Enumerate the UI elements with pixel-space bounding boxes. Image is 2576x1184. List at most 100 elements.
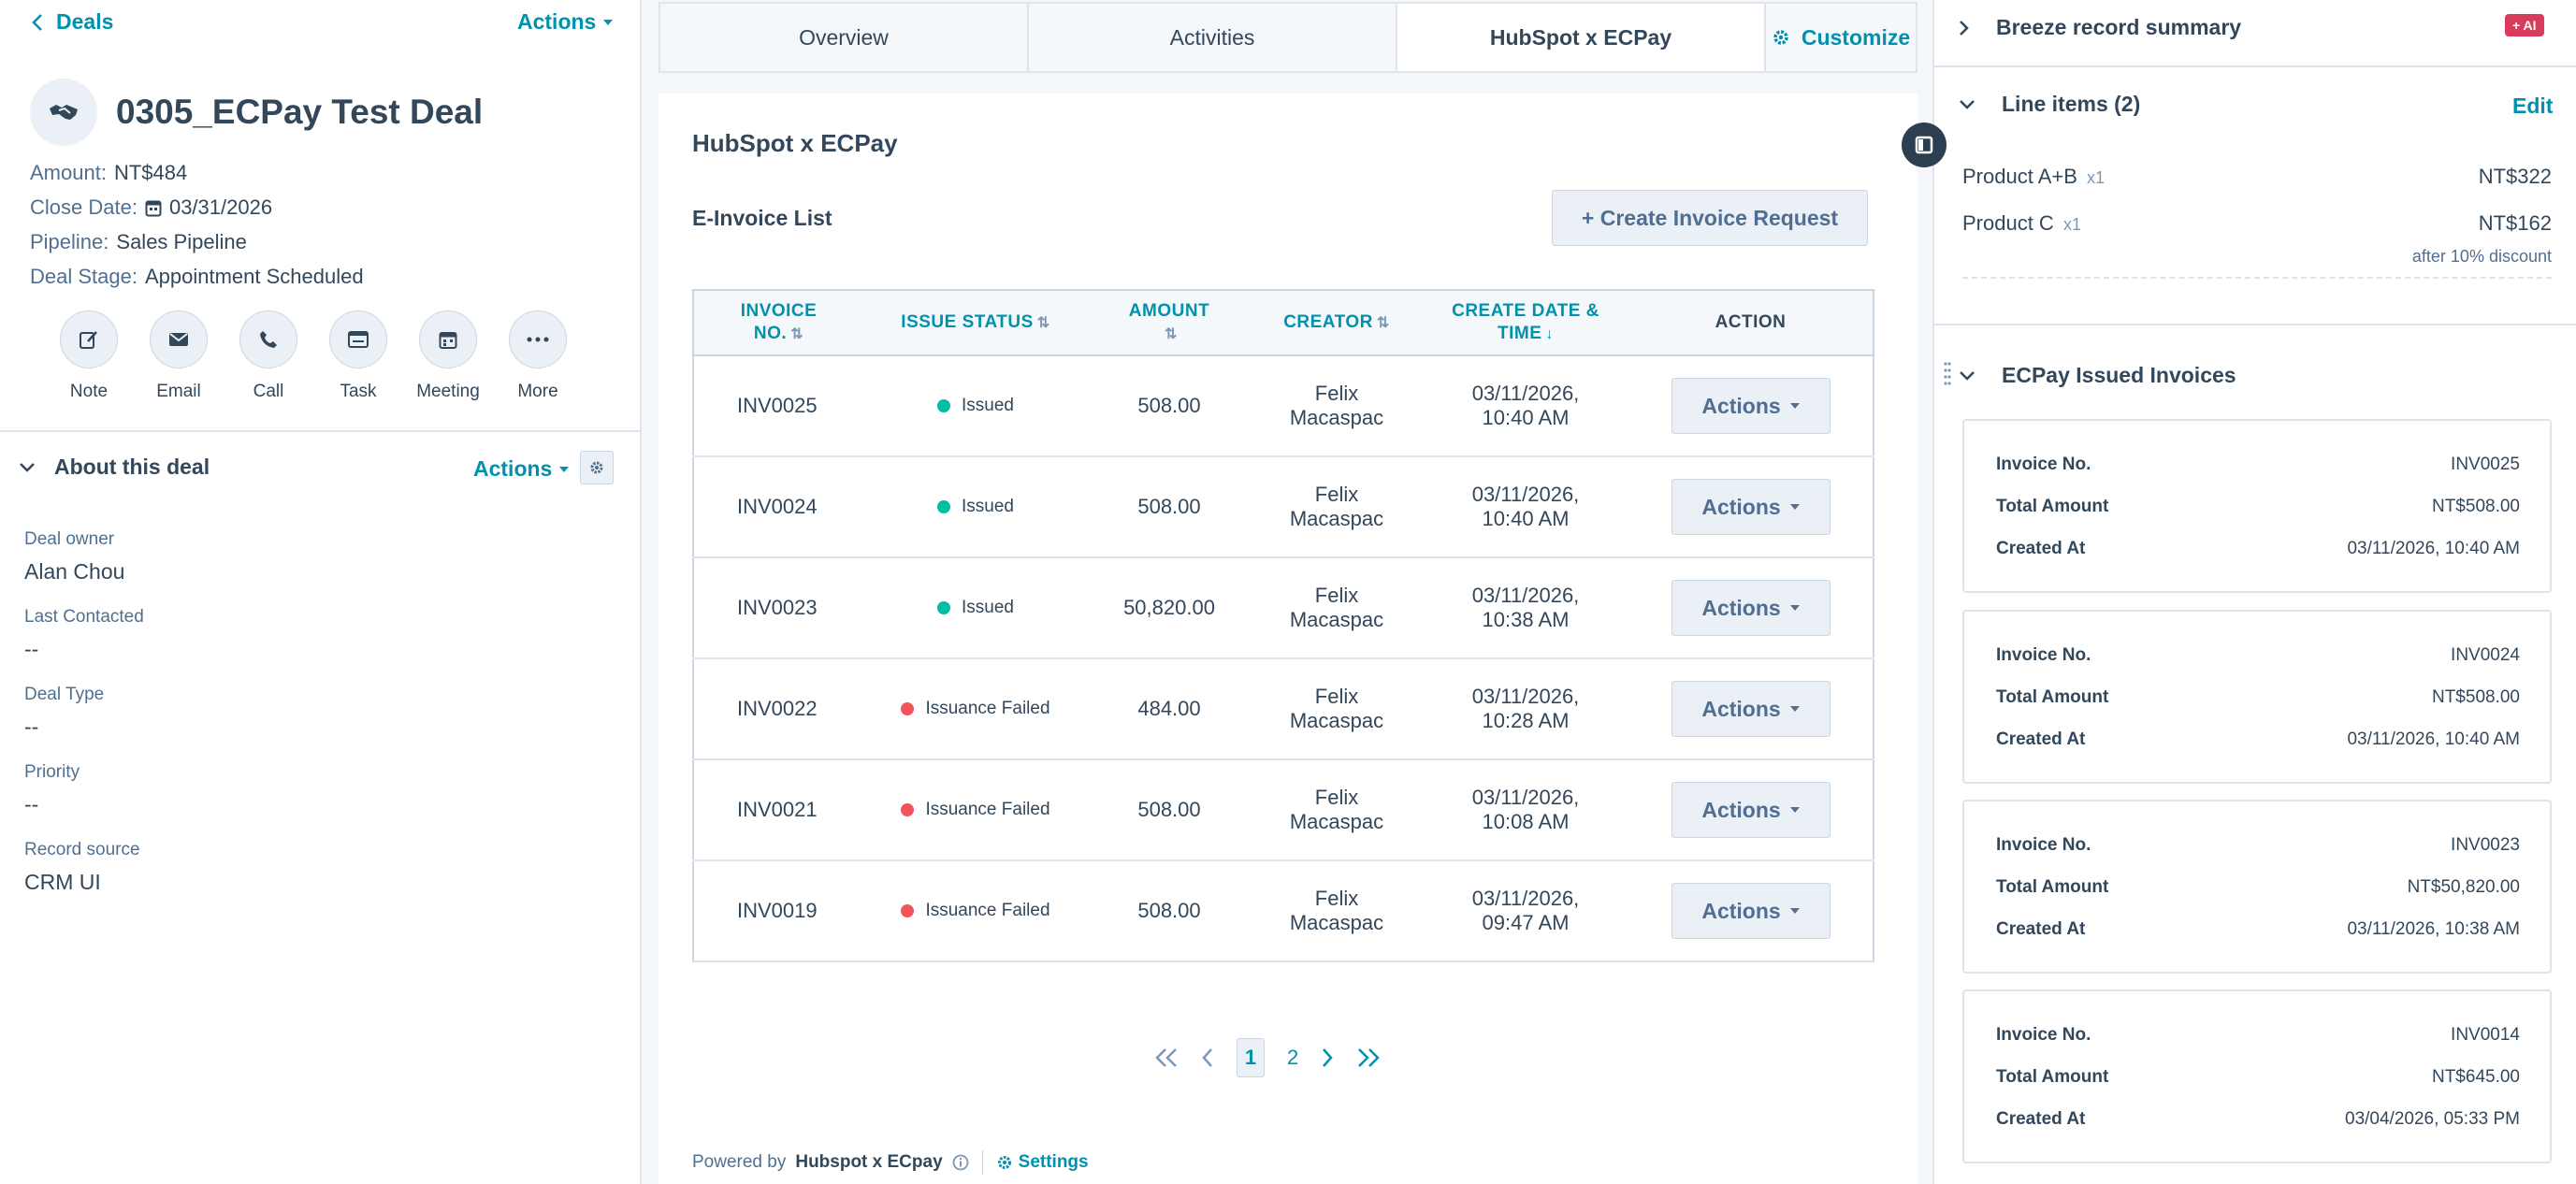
about-actions-menu[interactable]: Actions (473, 456, 570, 482)
row-actions-button[interactable]: Actions (1671, 479, 1831, 535)
priority-field[interactable]: Priority -- (24, 762, 144, 840)
tab-overview[interactable]: Overview (660, 4, 1029, 71)
creator-last: Macaspac (1289, 911, 1384, 934)
close-date-value[interactable]: 03/31/2026 (168, 195, 273, 219)
create-time: 10:40 AM (1482, 507, 1570, 530)
last-page-icon[interactable] (1356, 1047, 1381, 1068)
powered-by-label: Powered by (692, 1152, 787, 1172)
page-1-button[interactable]: 1 (1237, 1038, 1265, 1077)
line-item-price: NT$162 (2478, 211, 2552, 235)
total-amount-value: NT$50,820.00 (2407, 877, 2520, 897)
invoice-no-row: Invoice No. INV0014 (1996, 1025, 2520, 1046)
more-action-button[interactable]: More (509, 310, 567, 402)
issued-invoice-card[interactable]: Invoice No. INV0023 Total Amount NT$50,820… (1962, 800, 2552, 974)
create-invoice-request-button[interactable]: + Create Invoice Request (1552, 190, 1868, 246)
settings-label: Settings (1018, 1152, 1089, 1172)
prev-page-icon[interactable] (1201, 1047, 1214, 1068)
action-cell: Actions (1628, 658, 1874, 760)
create-date-cell: 03/11/2026, 10:38 AM (1423, 557, 1628, 659)
pagination: 1 2 (1154, 1038, 1381, 1077)
phone-icon (260, 331, 277, 348)
more-icon (527, 337, 549, 342)
invoice-no-cell: INV0022 (693, 658, 863, 760)
line-items-edit-link[interactable]: Edit (2512, 94, 2554, 118)
status-badge: Issuance Failed (901, 697, 1050, 721)
about-section-header[interactable]: About this deal Actions (19, 451, 617, 484)
row-actions-button[interactable]: Actions (1671, 782, 1831, 838)
drag-handle-icon[interactable] (1944, 361, 1951, 389)
issued-invoice-card[interactable]: Invoice No. INV0025 Total Amount NT$508.00… (1962, 419, 2552, 593)
next-page-icon[interactable] (1321, 1047, 1334, 1068)
tab-activities[interactable]: Activities (1029, 4, 1397, 71)
breeze-summary-header[interactable]: Breeze record summary (1959, 15, 2241, 40)
table-row: INV0022 Issuance Failed 484.00 Felix Maca… (693, 658, 1874, 760)
customize-tabs-button[interactable]: Customize (1766, 4, 1916, 71)
creator-last: Macaspac (1289, 608, 1384, 631)
line-item-price: NT$322 (2478, 165, 2552, 188)
settings-link[interactable]: Settings (996, 1152, 1089, 1173)
task-action-button[interactable]: Task (329, 310, 387, 402)
line-items-title: Line items (2) (2002, 92, 2141, 116)
first-page-icon[interactable] (1154, 1047, 1179, 1068)
record-source-field[interactable]: Record source CRM UI (24, 840, 144, 917)
deal-owner-field[interactable]: Deal owner Alan Chou (24, 529, 144, 607)
issued-invoice-card[interactable]: Invoice No. INV0024 Total Amount NT$508.00… (1962, 610, 2552, 784)
invoice-no: INV0025 (737, 394, 818, 417)
col-issue-status[interactable]: ISSUE STATUS ⇅ (863, 290, 1088, 356)
close-date-label: Close Date: (30, 195, 137, 219)
quick-actions-bar: Note Email Call Task Meeting More (60, 310, 567, 402)
col-invoice-no-line1: INVOICE (740, 300, 818, 321)
email-action-button[interactable]: Email (150, 310, 208, 402)
row-actions-button[interactable]: Actions (1671, 378, 1831, 434)
tab-hubspot-ecpay[interactable]: HubSpot x ECPay (1397, 4, 1766, 71)
task-action-label: Task (340, 382, 377, 401)
row-actions-button[interactable]: Actions (1671, 580, 1831, 636)
about-fields: Deal owner Alan Chou Last Contacted -- D… (24, 529, 144, 917)
amount-cell: 508.00 (1088, 860, 1251, 962)
issued-invoice-card[interactable]: Invoice No. INV0014 Total Amount NT$645.00… (1962, 989, 2552, 1163)
line-items-header[interactable]: Line items (2) (1959, 92, 2140, 117)
card-title: HubSpot x ECPay (692, 129, 898, 157)
row-actions-button[interactable]: Actions (1671, 681, 1831, 737)
right-sidebar: Breeze record summary + AI Line items (2… (1932, 0, 2576, 1184)
amount-value: 50,820.00 (1123, 596, 1215, 619)
field-label: Deal owner (24, 529, 115, 549)
total-amount-label: Total Amount (1996, 877, 2109, 897)
back-to-deals-link[interactable]: Deals (32, 9, 113, 35)
issued-invoices-header[interactable]: ECPay Issued Invoices (1959, 363, 2236, 388)
deal-type-field[interactable]: Deal Type -- (24, 685, 144, 762)
page-2-button[interactable]: 2 (1287, 1046, 1299, 1069)
invoice-no-cell: INV0023 (693, 557, 863, 659)
invoice-no-label: Invoice No. (1996, 645, 2091, 665)
create-date: 03/11/2026, (1471, 584, 1580, 607)
info-icon[interactable] (952, 1154, 969, 1171)
action-cell: Actions (1628, 557, 1874, 659)
col-creator[interactable]: CREATOR ⇅ (1251, 290, 1423, 356)
creator-last: Macaspac (1289, 406, 1384, 429)
ai-badge[interactable]: + AI (2505, 14, 2544, 36)
col-amount[interactable]: AMOUNT ⇅ (1088, 290, 1251, 356)
note-action-button[interactable]: Note (60, 310, 118, 402)
amount-value: 508.00 (1137, 394, 1201, 417)
col-invoice-no[interactable]: INVOICE NO. ⇅ (693, 290, 863, 356)
row-actions-button[interactable]: Actions (1671, 883, 1831, 939)
sidebar-toggle-button[interactable] (1902, 123, 1946, 167)
col-create-date[interactable]: CREATE DATE & TIME ↓ (1423, 290, 1628, 356)
gear-icon (590, 461, 603, 474)
last-contacted-field[interactable]: Last Contacted -- (24, 607, 144, 685)
created-at-value: 03/11/2026, 10:40 AM (2347, 729, 2520, 749)
amount-value: 508.00 (1137, 798, 1201, 821)
meeting-action-button[interactable]: Meeting (416, 310, 480, 402)
record-actions-menu[interactable]: Actions (517, 9, 614, 35)
field-label: Record source (24, 840, 140, 859)
deal-stage-value[interactable]: Appointment Scheduled (144, 265, 364, 288)
call-action-button[interactable]: Call (239, 310, 297, 402)
amount-value[interactable]: NT$484 (113, 161, 188, 184)
invoice-no-value: INV0014 (2451, 1025, 2520, 1045)
field-label: Priority (24, 762, 80, 782)
about-settings-button[interactable] (580, 451, 614, 484)
creator-first: Felix (1314, 786, 1359, 809)
pipeline-value[interactable]: Sales Pipeline (116, 230, 247, 253)
about-section-title: About this deal (54, 455, 210, 479)
created-at-row: Created At 03/11/2026, 10:40 AM (1996, 729, 2520, 750)
